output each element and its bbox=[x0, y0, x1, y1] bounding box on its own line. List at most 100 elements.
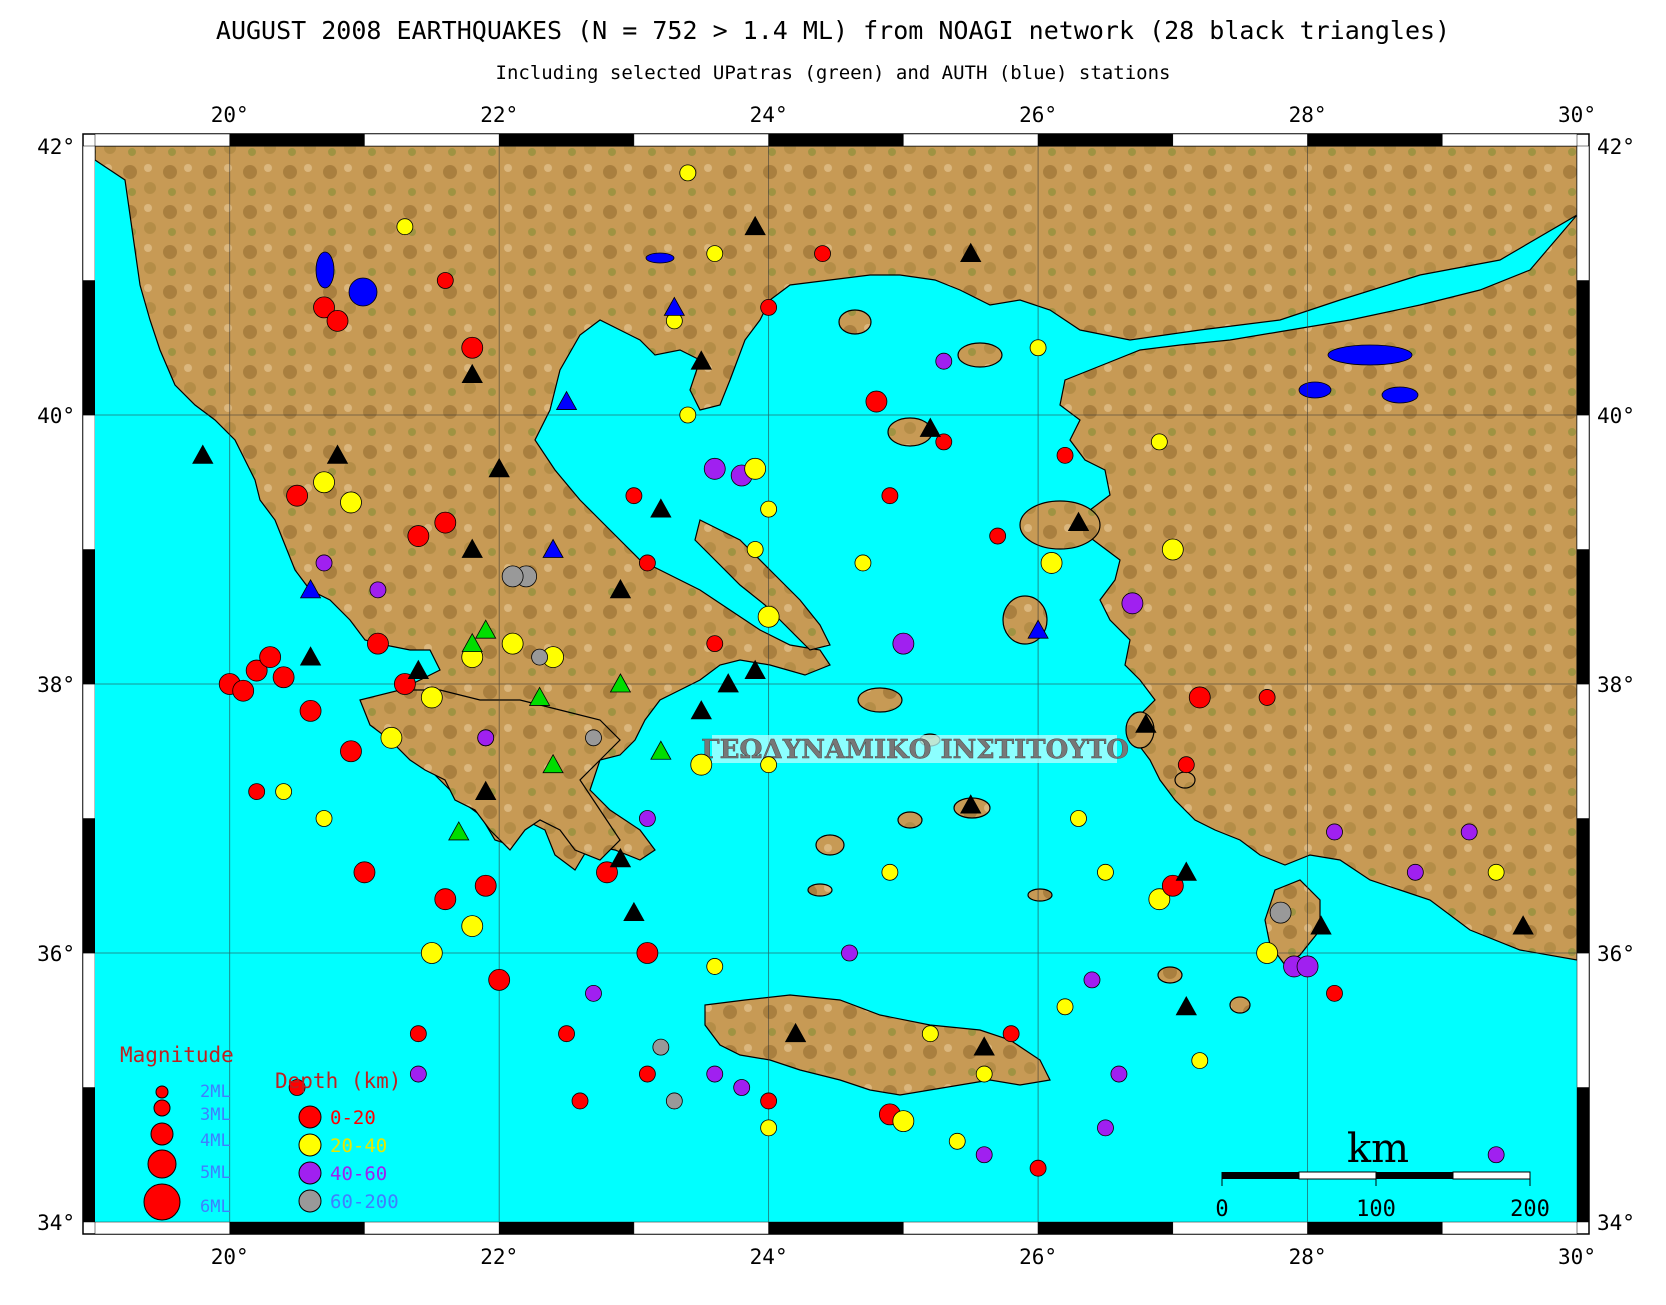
depth-scale: 0-20 20-40 40-60 60-200 bbox=[298, 1105, 399, 1213]
earthquake-event bbox=[706, 1065, 724, 1083]
legend-mag-6 bbox=[143, 1183, 181, 1221]
auth-station-marker bbox=[1027, 619, 1049, 639]
upatras-station-marker bbox=[650, 740, 672, 760]
auth-station-marker bbox=[663, 296, 686, 316]
legend-depth-0-20 bbox=[298, 1105, 322, 1129]
earthquake-event bbox=[288, 1079, 306, 1096]
earthquake-event bbox=[665, 1092, 683, 1110]
earthquake-event bbox=[1296, 955, 1319, 978]
earthquake-event bbox=[679, 164, 697, 182]
earthquake-event bbox=[571, 1092, 589, 1110]
lat-tick-right: 34° bbox=[1597, 1211, 1635, 1235]
scale-label-100: 100 bbox=[1356, 1197, 1396, 1222]
map-title: AUGUST 2008 EARTHQUAKES (N = 752 > 1.4 M… bbox=[215, 16, 1451, 45]
lat-tick-left: 42° bbox=[37, 135, 75, 159]
legend-mag-label-2: 2ML bbox=[200, 1082, 231, 1102]
legend-depth-title: Depth (km) bbox=[275, 1069, 401, 1093]
earthquake-event bbox=[315, 554, 333, 572]
earthquake-event bbox=[585, 729, 602, 747]
scale-bar-unit: km bbox=[1347, 1126, 1409, 1172]
noa-station-marker bbox=[192, 444, 214, 464]
lon-tick-bottom: 28° bbox=[1289, 1245, 1327, 1269]
scale-seg-3 bbox=[1376, 1172, 1453, 1179]
earthquake-event bbox=[733, 1079, 751, 1096]
auth-station-marker bbox=[542, 538, 564, 558]
earthquake-event bbox=[477, 729, 495, 747]
noa-station-marker bbox=[650, 498, 672, 518]
lon-tick-top: 26° bbox=[1019, 103, 1057, 127]
earthquake-event bbox=[434, 511, 457, 534]
earthquake-event bbox=[1097, 863, 1114, 881]
noa-station-marker bbox=[960, 794, 982, 814]
magnitude-scale: 2ML 3ML 4ML 5ML 6ML bbox=[143, 1082, 231, 1221]
earthquake-event bbox=[854, 554, 872, 572]
lat-tick-left: 38° bbox=[37, 673, 75, 697]
noa-station-marker bbox=[919, 417, 941, 437]
legend-mag-5 bbox=[147, 1149, 177, 1179]
legend-mag-label-4: 4ML bbox=[200, 1131, 231, 1151]
earthquake-event bbox=[245, 659, 268, 682]
lat-tick-right: 40° bbox=[1597, 404, 1635, 428]
earthquake-event bbox=[638, 1065, 656, 1083]
scale-seg-2 bbox=[1298, 1171, 1377, 1180]
earthquake-event bbox=[1150, 433, 1168, 451]
noa-station-marker bbox=[623, 901, 645, 922]
noa-station-marker bbox=[1512, 915, 1534, 935]
earthquake-event bbox=[892, 632, 915, 655]
legend-magnitude-title: Magnitude bbox=[120, 1043, 234, 1067]
land-euboea bbox=[694, 519, 831, 651]
scale-bar: km 0 100 200 bbox=[1215, 1126, 1550, 1222]
legend-depth-label-0-20: 0-20 bbox=[330, 1107, 376, 1129]
noa-station-marker bbox=[609, 848, 632, 868]
earthquake-event bbox=[501, 565, 524, 588]
earthquake-event bbox=[420, 686, 443, 709]
earthquake-event bbox=[1070, 810, 1087, 827]
noa-station-marker bbox=[1067, 511, 1090, 531]
noa-station-marker bbox=[744, 215, 766, 236]
noa-station-marker bbox=[326, 444, 349, 464]
legend-mag-label-5: 5ML bbox=[200, 1163, 231, 1183]
earthquake-event bbox=[744, 457, 767, 480]
earthquake-event bbox=[1121, 592, 1144, 615]
earthquake-event bbox=[746, 541, 764, 558]
earthquake-event bbox=[340, 740, 362, 763]
earthquake-event bbox=[420, 942, 443, 964]
earthquake-event bbox=[652, 1038, 670, 1056]
lon-tick-bottom: 30° bbox=[1558, 1245, 1596, 1269]
legend-mag-label-6: 6ML bbox=[200, 1197, 231, 1217]
earthquake-event bbox=[275, 783, 293, 800]
earthquake-event bbox=[1002, 1025, 1020, 1043]
earthquake-event bbox=[881, 863, 899, 881]
earthquake-event bbox=[286, 484, 308, 507]
aegean-islands bbox=[807, 309, 1251, 1014]
earthquake-event bbox=[865, 390, 888, 413]
earthquake-event bbox=[396, 218, 414, 236]
noa-station-marker bbox=[973, 1036, 995, 1056]
earthquake-event bbox=[921, 1025, 939, 1043]
noa-station-marker bbox=[1310, 915, 1332, 935]
noa-station-marker bbox=[1135, 713, 1157, 733]
earthquake-event bbox=[326, 309, 349, 332]
lon-tick-bottom: 24° bbox=[750, 1245, 788, 1269]
lat-tick-right: 38° bbox=[1597, 673, 1635, 697]
earthquake-event bbox=[638, 810, 656, 827]
legend: Magnitude 2ML 3ML 4ML 5ML 6ML Depth (km)… bbox=[120, 1043, 401, 1221]
auth-station-marker bbox=[555, 390, 578, 410]
scale-seg-4 bbox=[1452, 1171, 1531, 1180]
noa-station-marker bbox=[1175, 995, 1197, 1016]
earthquake-event bbox=[1269, 901, 1292, 924]
scale-label-0: 0 bbox=[1215, 1197, 1228, 1222]
land-mainland bbox=[95, 146, 1577, 871]
earthquake-event bbox=[407, 525, 430, 547]
lon-tick-bottom: 20° bbox=[211, 1245, 249, 1269]
earthquake-event bbox=[248, 783, 266, 800]
earthquake-event bbox=[367, 632, 389, 655]
lat-tick-right: 36° bbox=[1597, 942, 1635, 966]
earthquake-event bbox=[1161, 538, 1184, 561]
earthquake-event bbox=[1083, 971, 1101, 989]
noa-station-marker bbox=[690, 350, 712, 370]
earthquake-event bbox=[1326, 823, 1343, 841]
earthquake-event bbox=[975, 1146, 993, 1164]
earthquake-event bbox=[892, 1110, 915, 1133]
